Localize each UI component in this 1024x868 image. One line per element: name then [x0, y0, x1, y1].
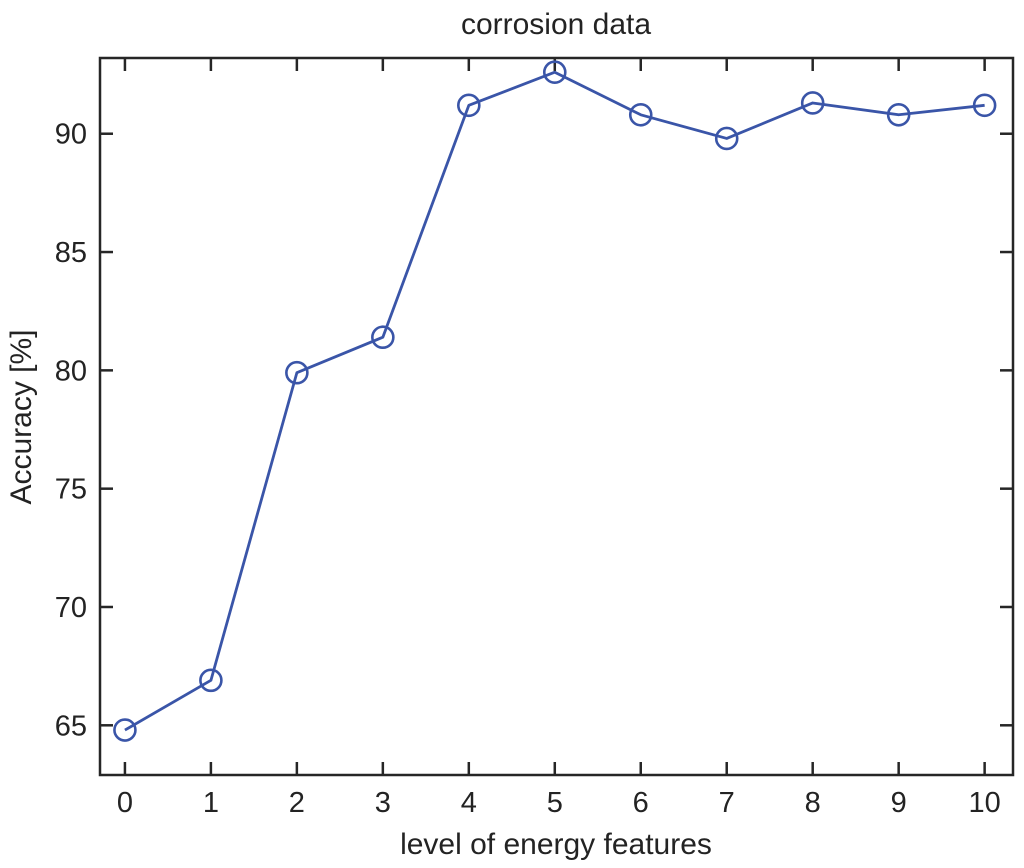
x-tick-label: 8 — [805, 787, 821, 819]
data-point-marker — [371, 325, 395, 350]
data-point-marker — [972, 93, 997, 118]
x-tick-label: 3 — [375, 787, 391, 819]
data-point-marker — [800, 91, 825, 115]
plot-box-frame — [98, 56, 1015, 777]
data-point-marker — [714, 126, 739, 151]
x-tick-label: 6 — [633, 787, 649, 819]
y-axis-label: Accuracy [%] — [5, 329, 38, 504]
x-tick-label: 9 — [891, 787, 907, 819]
x-tick-label: 10 — [968, 787, 1000, 819]
data-point-marker — [285, 360, 309, 385]
y-tick-label: 80 — [55, 355, 87, 387]
y-tick-label: 70 — [55, 592, 87, 624]
series-line — [124, 70, 985, 732]
x-tick-label: 4 — [461, 787, 477, 819]
data-point-marker — [886, 102, 911, 127]
x-tick-label: 0 — [117, 787, 133, 819]
chart-title: corrosion data — [461, 8, 651, 41]
data-point-marker — [457, 93, 481, 118]
data-point-marker — [199, 668, 223, 693]
x-tick-label: 1 — [203, 787, 219, 819]
data-point-marker — [113, 718, 137, 742]
y-tick-label: 65 — [55, 710, 87, 742]
x-tick-label: 7 — [719, 787, 735, 819]
x-axis-label: level of energy features — [400, 828, 712, 861]
data-point-marker — [542, 60, 567, 84]
x-tick-label: 5 — [547, 787, 563, 819]
x-tick-label: 2 — [289, 787, 305, 819]
y-tick-label: 85 — [55, 237, 87, 269]
plot-area: 0 1 2 3 4 5 6 7 8 9 10 65 70 75 80 85 90 — [55, 58, 1013, 819]
y-tick-label: 75 — [55, 474, 87, 506]
data-point-marker — [628, 102, 653, 127]
y-tick-label: 90 — [55, 119, 87, 151]
